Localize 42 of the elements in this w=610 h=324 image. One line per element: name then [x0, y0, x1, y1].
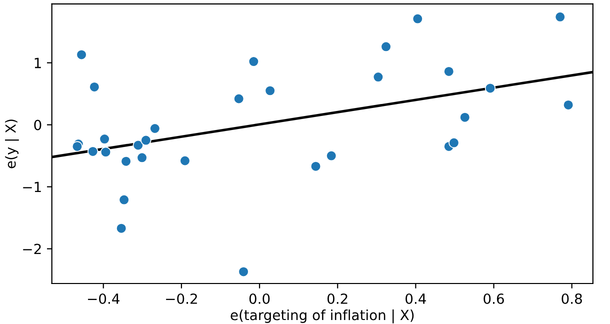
point — [412, 13, 423, 24]
point — [444, 66, 454, 77]
point — [140, 134, 152, 146]
point — [120, 156, 132, 167]
point — [132, 140, 144, 151]
y-tick-label: −2 — [23, 244, 41, 254]
x-tick-label: 0.6 — [484, 293, 504, 304]
point — [89, 82, 100, 92]
x-tick-label: −0.4 — [88, 293, 120, 304]
point — [116, 222, 127, 234]
point — [238, 266, 249, 278]
point — [372, 72, 384, 82]
point — [264, 85, 276, 96]
x-tick-label: 0.8 — [562, 293, 582, 304]
y-tick-label: 0 — [34, 120, 42, 130]
point — [460, 112, 470, 123]
point — [484, 82, 496, 94]
point — [554, 12, 566, 22]
x-tick-label: 0.2 — [327, 293, 348, 304]
x-tick-label: −0.2 — [166, 293, 197, 304]
point — [448, 137, 460, 148]
x-tick-label: 0.0 — [249, 293, 270, 304]
point — [72, 141, 83, 152]
point — [562, 100, 574, 110]
point — [150, 123, 160, 134]
y-axis-title: e(y | X) — [4, 120, 19, 168]
x-axis-title: e(targeting of inflation | X) — [230, 309, 414, 324]
point — [234, 93, 244, 104]
point — [118, 194, 130, 206]
point — [136, 152, 148, 163]
point — [248, 56, 260, 67]
point — [326, 150, 337, 162]
point — [88, 146, 98, 157]
point — [180, 155, 190, 166]
point — [310, 160, 322, 172]
point — [76, 49, 87, 60]
x-tick-label: 0.4 — [406, 293, 426, 304]
point — [100, 146, 112, 158]
y-tick-label: −1 — [23, 182, 41, 192]
y-tick-label: 1 — [34, 58, 41, 68]
point — [99, 134, 110, 144]
point — [380, 41, 392, 52]
